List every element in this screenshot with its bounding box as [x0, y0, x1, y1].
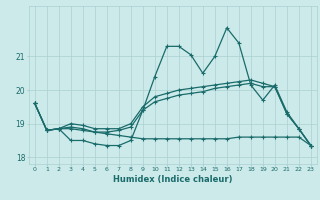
X-axis label: Humidex (Indice chaleur): Humidex (Indice chaleur) — [113, 175, 233, 184]
